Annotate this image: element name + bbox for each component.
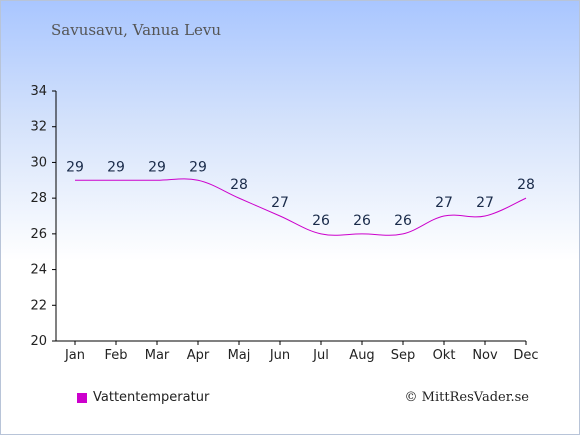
x-tick-label: Feb	[104, 348, 127, 363]
location-title: Savusavu, Vanua Levu	[51, 21, 222, 39]
x-tick-label: Dec	[513, 348, 538, 363]
x-tick-label: Sep	[391, 348, 416, 363]
x-tick-label: Jul	[312, 348, 329, 363]
y-tick-label: 32	[30, 120, 47, 135]
data-label: 27	[271, 195, 289, 211]
data-label: 29	[66, 159, 84, 175]
data-label: 29	[148, 159, 166, 175]
data-label: 26	[353, 213, 371, 229]
y-tick-label: 24	[30, 263, 47, 278]
y-tick-label: 20	[30, 334, 47, 349]
x-tick-label: Okt	[433, 348, 456, 363]
legend: Vattentemperatur	[77, 390, 209, 405]
data-label: 28	[230, 177, 248, 193]
y-tick-label: 22	[30, 298, 47, 313]
x-tick-label: Apr	[187, 348, 210, 363]
data-label: 28	[517, 177, 535, 193]
data-label: 29	[107, 159, 125, 175]
x-tick-label: Nov	[472, 348, 498, 363]
x-tick-label: Jun	[269, 348, 290, 363]
y-tick-label: 26	[30, 227, 47, 242]
credit-text: © MittResVader.se	[404, 390, 529, 405]
x-tick-label: Jan	[64, 348, 85, 363]
y-tick-label: 34	[30, 84, 47, 99]
x-tick-label: Aug	[349, 348, 374, 363]
y-tick-label: 28	[30, 191, 47, 206]
series-line-vattentemperatur	[75, 178, 527, 236]
legend-swatch	[77, 392, 87, 403]
data-label: 27	[435, 195, 453, 211]
data-label: 29	[189, 159, 207, 175]
x-tick-label: Maj	[228, 348, 251, 363]
data-label: 26	[312, 213, 330, 229]
data-label: 27	[476, 195, 494, 211]
y-tick-label: 30	[30, 155, 47, 170]
x-tick-label: Mar	[145, 348, 170, 363]
legend-label: Vattentemperatur	[93, 390, 210, 405]
data-label: 26	[394, 213, 412, 229]
